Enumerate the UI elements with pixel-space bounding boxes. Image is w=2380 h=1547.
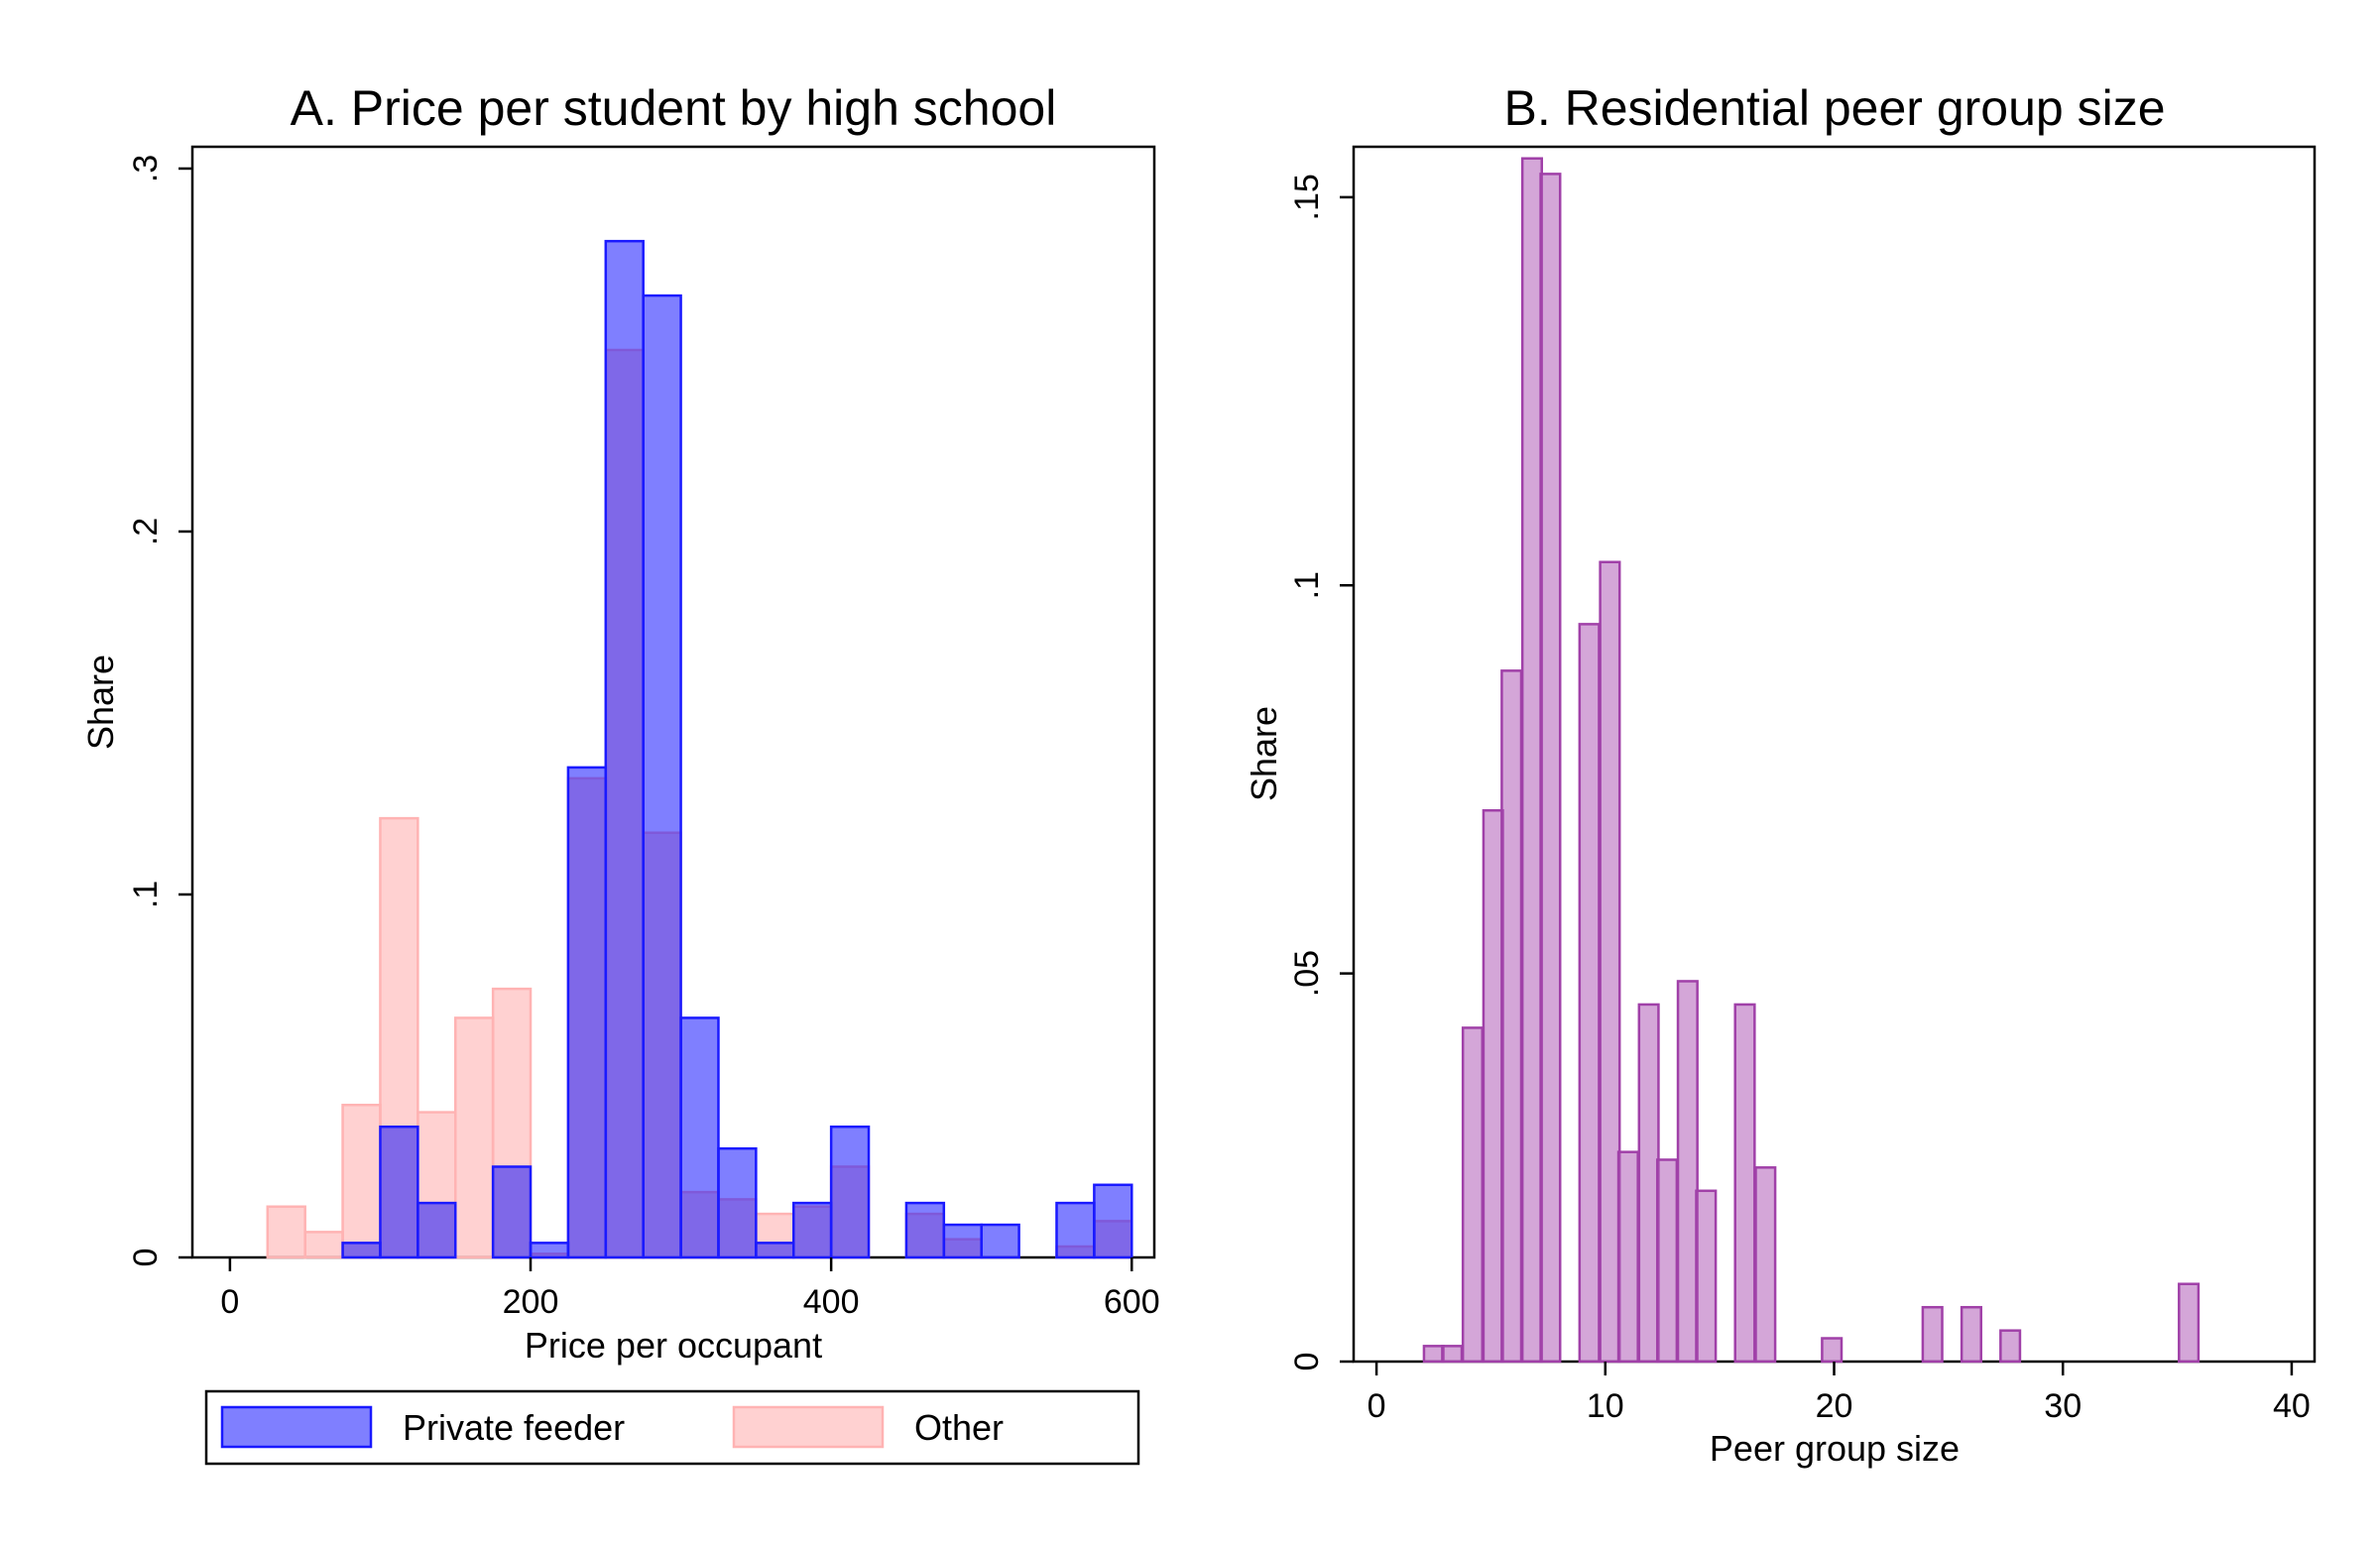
panel-a-x-axis: 0 200 400 600 — [220, 1257, 1160, 1321]
legend-label-other: Other — [914, 1407, 1004, 1448]
bar-private-feeder — [904, 1201, 946, 1259]
panel-b-title: B. Residential peer group size — [1503, 80, 2165, 136]
bar-peer-group-size — [1637, 1003, 1660, 1364]
bar-private-feeder — [1055, 1201, 1096, 1259]
bar-private-feeder — [980, 1223, 1020, 1259]
panel-a-x-tick-label: 200 — [503, 1283, 559, 1321]
bar-private-feeder — [755, 1242, 795, 1259]
bar-other — [303, 1231, 344, 1259]
panel-a-x-tick-label: 0 — [220, 1283, 239, 1321]
bar-peer-group-size — [1733, 1003, 1756, 1364]
panel-b-x-tick-label: 10 — [1587, 1387, 1624, 1425]
bar-private-feeder — [604, 239, 645, 1259]
bar-peer-group-size — [1999, 1329, 2022, 1364]
bar-peer-group-size — [2178, 1282, 2201, 1364]
panel-b-x-tick-label: 20 — [1816, 1387, 1853, 1425]
panel-b-y-tick-label: .05 — [1288, 950, 1326, 997]
bar-peer-group-size — [1539, 173, 1562, 1364]
bar-peer-group-size — [1676, 980, 1699, 1364]
panel-b-x-tick-label: 0 — [1368, 1387, 1386, 1425]
panel-b-series — [1422, 157, 2201, 1364]
panel-b-y-tick-label: .1 — [1288, 571, 1326, 599]
bar-private-feeder — [642, 294, 682, 1259]
bar-peer-group-size — [1441, 1345, 1464, 1364]
bar-private-feeder — [491, 1165, 533, 1259]
legend-swatch-private-feeder — [220, 1405, 373, 1449]
bar-peer-group-size — [1695, 1189, 1718, 1364]
panel-b-x-axis-title: Peer group size — [1710, 1428, 1960, 1469]
bar-private-feeder — [416, 1201, 457, 1259]
bar-private-feeder — [717, 1146, 758, 1259]
bar-peer-group-size — [1921, 1305, 1944, 1364]
bar-private-feeder — [829, 1125, 871, 1259]
panel-a-y-tick-label: .3 — [127, 155, 165, 182]
bar-private-feeder — [792, 1201, 833, 1259]
bar-other — [266, 1205, 306, 1259]
panel-b-y-tick-label: 0 — [1288, 1353, 1326, 1371]
panel-b-y-tick-label: .15 — [1288, 174, 1326, 220]
panel-a-y-tick-label: .1 — [127, 881, 165, 908]
panel-a-x-tick-label: 400 — [803, 1283, 860, 1321]
panel-a-x-tick-label: 600 — [1104, 1283, 1160, 1321]
panel-a-y-tick-label: 0 — [127, 1249, 165, 1267]
panel-a: A. Price per student by high school 0 .1.… — [80, 80, 1160, 1366]
panel-a-y-tick-label: .2 — [127, 518, 165, 545]
bar-peer-group-size — [1754, 1166, 1777, 1364]
bar-peer-group-size — [1616, 1150, 1639, 1364]
bar-other — [341, 1104, 382, 1259]
bar-private-feeder — [566, 766, 608, 1259]
legend-swatch-other — [732, 1405, 885, 1449]
bar-peer-group-size — [1482, 808, 1504, 1364]
bar-peer-group-size — [1500, 669, 1523, 1364]
panel-b-y-axis-title: Share — [1244, 706, 1284, 801]
bar-peer-group-size — [1821, 1337, 1844, 1364]
bar-private-feeder — [379, 1125, 419, 1259]
panel-b-y-axis: 0 .05 .1 .15 — [1288, 174, 1354, 1370]
bar-peer-group-size — [1578, 623, 1601, 1364]
bar-private-feeder — [341, 1242, 382, 1259]
panel-a-x-axis-title: Price per occupant — [525, 1325, 822, 1366]
bar-peer-group-size — [1960, 1305, 1982, 1364]
panel-b-x-tick-label: 40 — [2273, 1387, 2311, 1425]
bar-peer-group-size — [1520, 157, 1544, 1364]
bar-peer-group-size — [1461, 1026, 1485, 1364]
bar-private-feeder — [942, 1223, 983, 1259]
panel-a-series-private-feeder — [341, 239, 1133, 1259]
bar-other — [453, 1016, 495, 1259]
legend: Private feeder Other — [204, 1389, 1140, 1466]
legend-label-private-feeder: Private feeder — [403, 1407, 625, 1448]
panel-a-y-axis-title: Share — [80, 654, 121, 750]
panel-b-x-axis: 0 10 20 30 40 — [1368, 1362, 2311, 1425]
bar-peer-group-size — [1599, 560, 1621, 1364]
panel-a-y-axis: 0 .1 .2 .3 — [127, 155, 192, 1267]
bar-private-feeder — [679, 1016, 720, 1259]
bar-private-feeder — [529, 1242, 570, 1259]
panel-a-title: A. Price per student by high school — [291, 80, 1057, 136]
panel-b: B. Residential peer group size 0 .05 .1 .15… — [1244, 80, 2317, 1469]
bar-private-feeder — [1093, 1183, 1133, 1259]
bar-peer-group-size — [1422, 1345, 1445, 1364]
bar-peer-group-size — [1656, 1158, 1679, 1364]
panel-b-x-tick-label: 30 — [2044, 1387, 2082, 1425]
